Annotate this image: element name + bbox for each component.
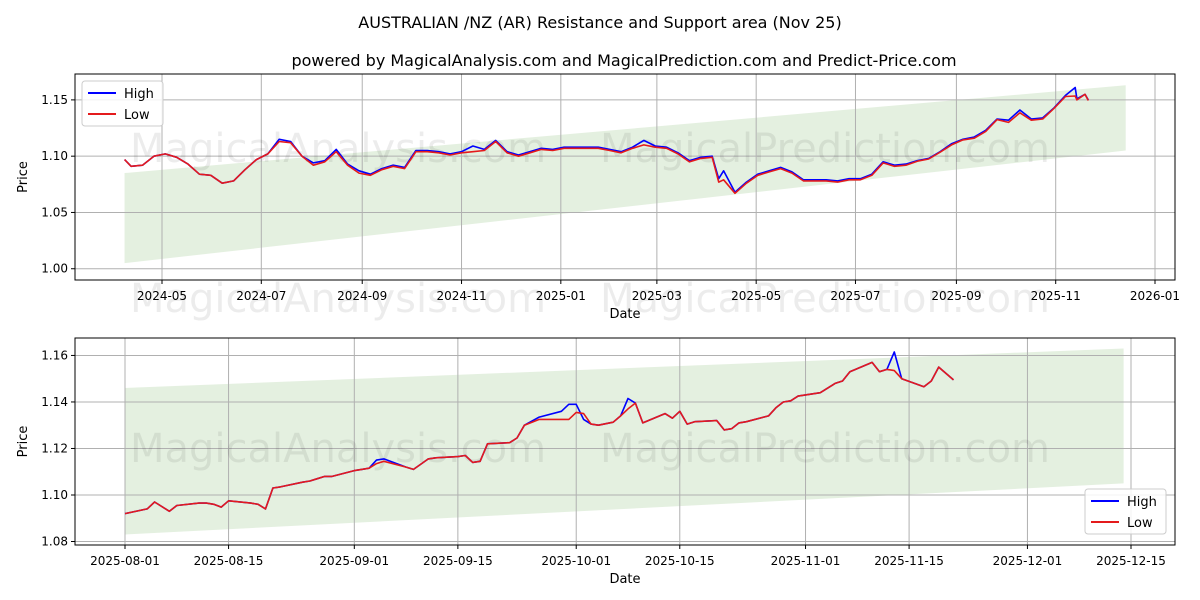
series-low-line — [124, 361, 955, 515]
support-resistance-band — [125, 348, 1124, 535]
legend: High Low — [81, 80, 164, 127]
x-tick-label: 2024-07 — [236, 289, 286, 303]
y-tick-label: 1.14 — [41, 395, 68, 409]
x-tick-label: 2024-09 — [337, 289, 387, 303]
legend-low-label: Low — [124, 108, 150, 123]
x-tick-label: 2025-09-01 — [319, 554, 389, 568]
bottom-chart: 2025-08-01 2025-08-15 2025-09-01 2025-09-15… — [16, 337, 1176, 587]
chart-subtitle: powered by MagicalAnalysis.com and Magic… — [291, 51, 956, 70]
y-tick-label: 1.10 — [41, 149, 68, 163]
x-axis-label: Date — [609, 572, 640, 587]
x-tick-label: 2024-11 — [436, 289, 486, 303]
x-tick-label: 2025-09-15 — [423, 554, 493, 568]
x-tick-label: 2025-08-15 — [194, 554, 264, 568]
y-tick-label: 1.15 — [41, 93, 68, 107]
x-tick-label: 2025-12-15 — [1096, 554, 1166, 568]
y-axis-label: Price — [16, 161, 31, 193]
legend-high-label: High — [124, 87, 154, 102]
y-tick-label: 1.08 — [41, 535, 68, 549]
y-tick-label: 1.10 — [41, 488, 68, 502]
x-tick-label: 2025-11 — [1031, 289, 1081, 303]
watermark: MagicalAnalysis.com — [130, 426, 546, 472]
support-resistance-band — [124, 85, 1126, 264]
x-axis-label: Date — [609, 307, 640, 322]
x-tick-label: 2025-10-01 — [541, 554, 611, 568]
x-tick-label: 2025-12-01 — [993, 554, 1063, 568]
y-tick-label: 1.05 — [41, 205, 68, 219]
legend-high-label: High — [1127, 495, 1157, 510]
x-tick-label: 2025-07 — [830, 289, 880, 303]
plot-frame — [74, 337, 1176, 546]
x-tick-label: 2025-09 — [931, 289, 981, 303]
y-tick-label: 1.16 — [41, 348, 68, 362]
watermark: MagicalAnalysis.com — [130, 276, 546, 322]
watermark: MagicalPrediction.com — [600, 276, 1050, 322]
chart-title: AUSTRALIAN /NZ (AR) Resistance and Suppo… — [358, 13, 841, 32]
x-tick-label: 2024-05 — [137, 289, 187, 303]
legend: High Low — [1084, 488, 1167, 535]
watermark: MagicalAnalysis.com — [130, 126, 546, 172]
x-tick-label: 2025-05 — [731, 289, 781, 303]
plot-frame — [74, 73, 1176, 281]
x-tick-label: 2025-10-15 — [645, 554, 715, 568]
x-tick-label: 2025-08-01 — [90, 554, 160, 568]
y-tick-label: 1.00 — [41, 262, 68, 276]
top-chart: 2024-05 2024-07 2024-09 2024-11 2025-01 2025-… — [16, 73, 1180, 322]
watermark: MagicalPrediction.com — [600, 426, 1050, 472]
x-tick-label: 2025-01 — [536, 289, 586, 303]
x-tick-label: 2026-01 — [1130, 289, 1180, 303]
x-tick-label: 2025-03 — [632, 289, 682, 303]
series-low-line — [124, 93, 1090, 195]
y-tick-label: 1.12 — [41, 441, 68, 455]
x-tick-label: 2025-11-15 — [874, 554, 944, 568]
x-tick-label: 2025-11-01 — [771, 554, 841, 568]
legend-low-label: Low — [1127, 516, 1153, 531]
watermark: MagicalPrediction.com — [600, 126, 1050, 172]
y-axis-label: Price — [16, 426, 31, 458]
